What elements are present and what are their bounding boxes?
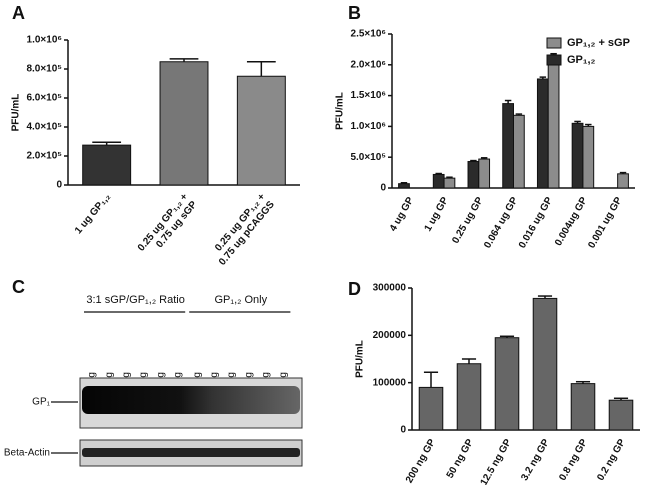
error-bar [499, 335, 515, 338]
error-bar [470, 159, 477, 162]
y-tick-label: 1.5×10⁶ [351, 90, 386, 101]
y-axis-label: PFU/mL [335, 92, 346, 130]
y-tick-label: 5.0×10⁵ [350, 152, 386, 163]
bar [571, 122, 584, 189]
error-bar [435, 172, 442, 175]
legend-swatch [546, 54, 562, 66]
error-bar [537, 295, 553, 299]
y-axis-label: PFU/mL [355, 340, 366, 378]
bar [432, 173, 445, 189]
y-tick-label: 2.5×10⁶ [351, 29, 386, 40]
panel-label: C [12, 277, 25, 297]
error-bar [461, 358, 477, 364]
bar [547, 55, 560, 189]
bar [82, 144, 132, 186]
bar [478, 158, 491, 189]
bar [608, 399, 634, 431]
panel-label: B [348, 3, 361, 23]
error-bar [574, 120, 581, 124]
group-label: GP₁,₂ Only [214, 294, 267, 306]
x-tick-label: 3.2 ng GP [519, 437, 552, 483]
error-bar [619, 171, 627, 174]
x-tick-label: 50 ng GP [445, 437, 476, 480]
error-bar [539, 76, 547, 79]
y-tick-label: 0 [400, 425, 406, 436]
error-bar [515, 113, 523, 116]
y-tick-label: 1.0×10⁶ [27, 35, 62, 46]
x-tick-label: 12.5 ng GP [479, 437, 515, 485]
x-tick-label: 1 ug GP₁,₂ [73, 192, 113, 237]
blot-actin-band [82, 448, 300, 457]
y-tick-label: 2.0×10⁵ [26, 151, 62, 162]
x-tick-label: 0.8 ng GP [557, 437, 590, 483]
bar [582, 125, 595, 189]
error-bar [169, 58, 199, 62]
error-bar [480, 157, 488, 160]
error-bar [585, 123, 592, 127]
x-tick-label: 0.064 ug GP [482, 195, 520, 250]
y-tick-label: 100000 [373, 377, 407, 388]
x-tick-label: 200 ng GP [404, 437, 438, 485]
x-tick-label: 0.2 ng GP [595, 437, 628, 483]
y-tick-label: 4.0×10⁵ [26, 122, 62, 133]
error-bar [400, 182, 408, 184]
y-tick-label: 6.0×10⁵ [26, 93, 62, 104]
y-tick-label: 2.0×10⁶ [351, 59, 386, 70]
row-label: Beta-Actin [4, 448, 50, 459]
bar [502, 103, 515, 189]
x-tick-label: 0.001 ug GP [586, 195, 624, 250]
bar [418, 386, 444, 431]
y-tick-label: 8.0×10⁵ [26, 64, 62, 75]
panel-label: A [12, 3, 25, 23]
y-tick-label: 200000 [373, 330, 407, 341]
y-tick-label: 300000 [373, 283, 407, 294]
bar [536, 78, 549, 189]
error-bar [613, 397, 629, 401]
bar [532, 297, 558, 431]
bar [617, 173, 629, 189]
x-tick-label: 4 ug GP [388, 195, 417, 234]
y-axis-label: PFU/mL [11, 94, 22, 132]
error-bar [92, 141, 122, 146]
error-bar [575, 380, 591, 384]
bar [398, 183, 410, 189]
error-bar [423, 371, 439, 388]
x-tick-label: 0.25 ug GP [450, 195, 486, 246]
legend-label: GP₁,₂ [567, 54, 595, 66]
bar [443, 177, 456, 189]
error-bar [246, 61, 276, 77]
bar [456, 363, 482, 431]
legend-swatch [546, 37, 562, 49]
bar [159, 61, 209, 186]
error-bar [446, 176, 453, 179]
x-tick-label: 1 ug GP [423, 195, 452, 234]
legend-label: GP₁,₂ + sGP [567, 37, 630, 49]
y-tick-label: 0 [380, 183, 386, 194]
bar [570, 383, 596, 431]
bar [494, 337, 520, 431]
bar [513, 114, 525, 189]
bar [467, 161, 480, 189]
blot-gp-band [82, 386, 300, 414]
y-tick-label: 1.0×10⁶ [351, 121, 386, 132]
panel-label: D [348, 279, 361, 299]
group-label: 3:1 sGP/GP₁,₂ Ratio [86, 294, 184, 306]
bar [236, 75, 286, 186]
x-tick-label: 0.016 ug GP [517, 195, 555, 250]
x-tick-label: 0.004ug GP [553, 195, 590, 248]
row-label: GP₁ [32, 397, 50, 408]
y-tick-label: 0 [56, 180, 62, 191]
error-bar [504, 99, 512, 104]
